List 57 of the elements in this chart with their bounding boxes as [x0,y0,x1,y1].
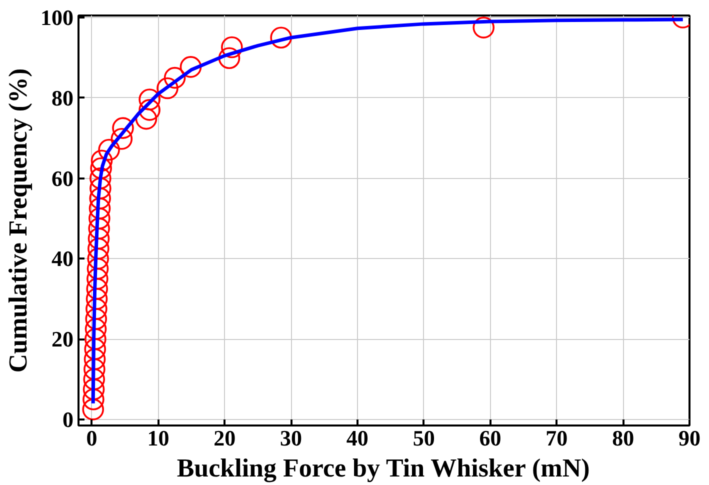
point [138,99,160,121]
x-tick-label: 0 [86,426,98,450]
point [83,368,106,390]
point [112,117,134,139]
x-tick-label: 60 [479,426,502,450]
point [88,228,110,250]
point [86,268,108,290]
point [82,398,104,420]
x-tick-label: 80 [612,426,634,450]
point [84,338,106,360]
y-tick-label: 40 [52,246,74,272]
point [90,150,113,172]
point [89,188,111,210]
x-tick-label: 10 [147,426,170,450]
point [98,138,120,161]
point [90,167,112,190]
point [82,378,105,400]
x-tick-label: 70 [546,426,568,450]
point [86,278,108,300]
point [88,238,110,260]
line-series [91,18,685,406]
x-tick-label: 30 [280,426,302,450]
point [84,328,106,350]
point [270,26,292,48]
point [156,77,178,100]
x-tick-label: 90 [678,426,700,450]
point [88,198,111,220]
point [82,388,104,410]
x-axis-title: Buckling Force by Tin Whisker (mN) [176,454,590,482]
point [86,298,108,320]
point [90,157,112,180]
point [180,56,202,78]
point [84,348,106,370]
x-tick-label: 50 [412,426,435,450]
point [86,288,108,310]
y-axis-title: Cumulative Frequency (%) [4,68,32,373]
point [88,218,110,240]
point [472,16,495,38]
point [85,308,107,330]
point [138,88,160,110]
y-tick-label: 20 [52,326,74,352]
point [221,36,243,58]
y-tick-label: 100 [40,5,74,30]
point [87,248,109,270]
point [90,177,112,200]
point [88,208,110,230]
point [218,47,240,69]
x-tick-label: 40 [346,426,368,450]
y-tick-label: 0 [62,406,74,432]
point [86,258,109,280]
x-tick-label: 20 [214,426,236,450]
point [84,318,107,340]
point [110,128,133,150]
y-tick-label: 60 [52,166,74,191]
point [164,66,186,89]
y-tick-label: 80 [52,85,74,110]
point [84,358,106,380]
